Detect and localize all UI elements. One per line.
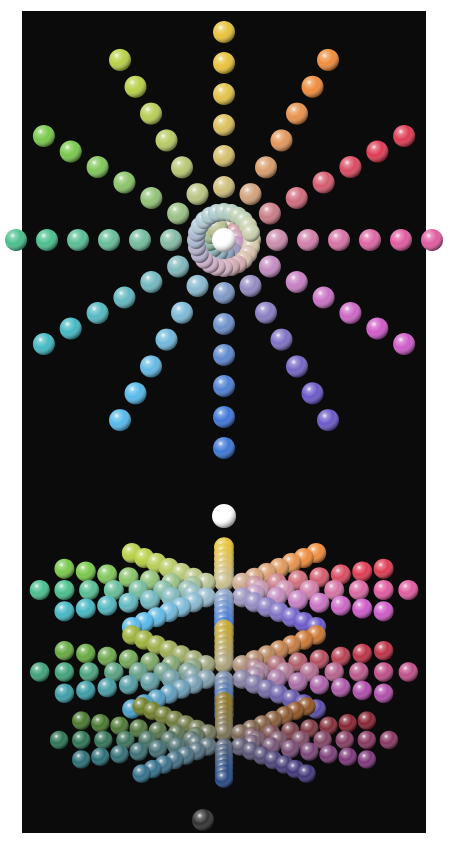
dark-background <box>22 11 426 833</box>
